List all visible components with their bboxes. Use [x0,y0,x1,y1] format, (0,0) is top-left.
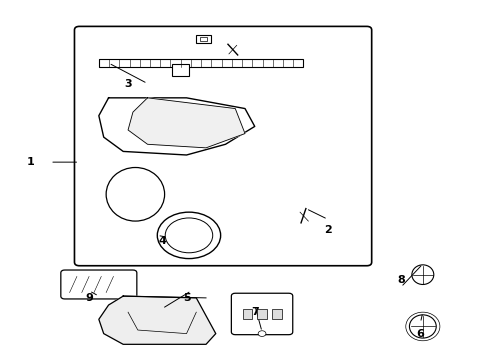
FancyBboxPatch shape [61,270,137,299]
Polygon shape [99,296,216,344]
Bar [243,309,252,319]
Polygon shape [128,98,245,148]
Text: 2: 2 [324,225,332,235]
Circle shape [258,331,266,337]
Ellipse shape [412,265,434,284]
Bar [99,59,303,67]
Circle shape [165,218,213,253]
Bar [272,309,282,319]
Text: 6: 6 [416,329,424,339]
Text: 3: 3 [124,78,132,89]
Text: 4: 4 [158,236,166,246]
Bar [257,309,267,319]
Text: 5: 5 [183,293,190,303]
Text: 8: 8 [397,275,405,285]
Ellipse shape [410,315,436,338]
Bar [172,64,189,76]
Circle shape [157,212,220,258]
Text: 1: 1 [27,157,34,167]
Text: 7: 7 [251,307,259,317]
Bar [200,37,207,41]
Ellipse shape [106,167,165,221]
Bar [196,35,211,43]
FancyBboxPatch shape [74,26,372,266]
Text: 9: 9 [85,293,93,303]
FancyBboxPatch shape [231,293,293,335]
